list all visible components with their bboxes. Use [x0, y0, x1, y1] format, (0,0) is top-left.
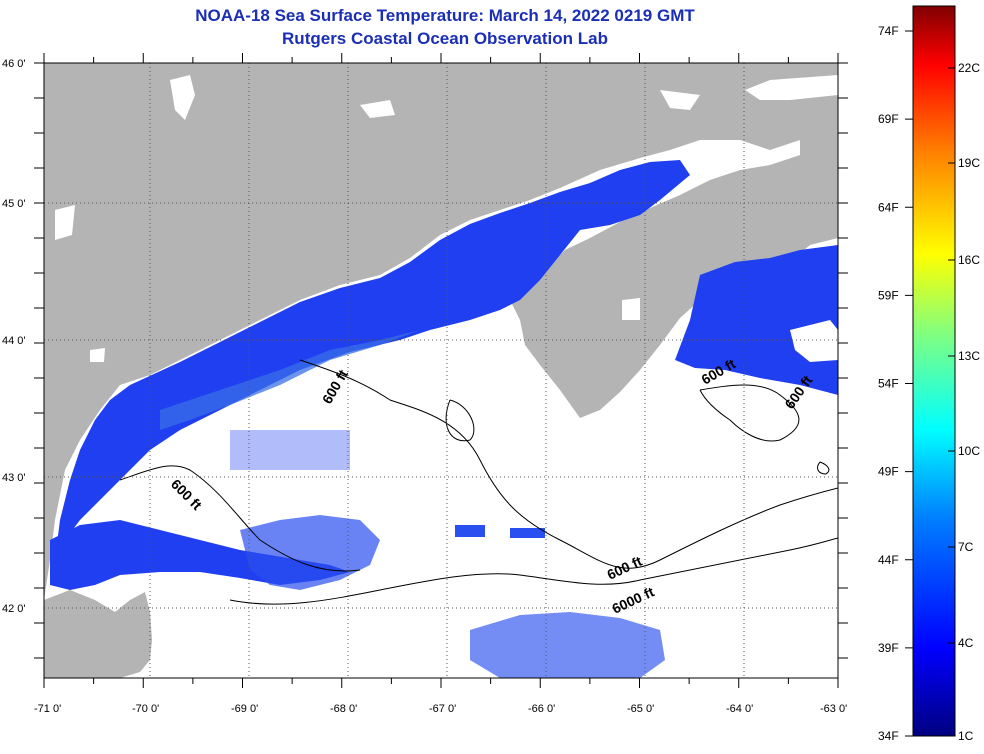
depth-contours	[119, 359, 838, 605]
lon-label: -70 0'	[132, 703, 159, 715]
colorbar-c-label: 10C	[958, 444, 980, 458]
colorbar-c-label: 1C	[958, 729, 974, 743]
water-patch	[510, 528, 545, 538]
map-subtitle: Rutgers Coastal Ocean Observation Lab	[282, 29, 608, 48]
water-patch	[455, 525, 485, 537]
colorbar-f-label: 69F	[878, 112, 899, 126]
cloud-over-land	[745, 75, 838, 100]
lon-label: -65 0'	[627, 703, 654, 715]
water-mid-shelf	[160, 330, 420, 430]
lat-label: 45 0'	[2, 198, 26, 210]
colorbar-c-label: 19C	[958, 156, 980, 170]
cloud-patch-ns	[790, 320, 838, 362]
lon-label: -69 0'	[231, 703, 258, 715]
water-patch	[230, 430, 350, 470]
colorbar-f-label: 49F	[878, 465, 899, 479]
colorbar-f-label: 59F	[878, 288, 899, 302]
lon-label: -63 0'	[820, 703, 847, 715]
colorbar-f-label: 54F	[878, 377, 899, 391]
colorbar-f-label: 39F	[878, 641, 899, 655]
lon-label: -71 0'	[34, 703, 61, 715]
colorbar-c-label: 4C	[958, 636, 974, 650]
lon-label: -67 0'	[429, 703, 456, 715]
colorbar-c-label: 13C	[958, 349, 980, 363]
colorbar-f-label: 44F	[878, 553, 899, 567]
lat-label: 42 0'	[2, 603, 26, 615]
lat-label: 46 0'	[2, 58, 26, 70]
cloud-over-land	[170, 75, 195, 120]
colorbar-f-label: 64F	[878, 200, 899, 214]
lon-label: -68 0'	[330, 703, 357, 715]
land-nova-scotia	[520, 125, 838, 414]
colorbar-c-label: 22C	[958, 61, 980, 75]
map-ticks	[34, 53, 848, 688]
colorbar-c-label: 7C	[958, 540, 974, 554]
map-title: NOAA-18 Sea Surface Temperature: March 1…	[195, 6, 695, 25]
water-gulf-of-maine-coastal	[55, 160, 690, 560]
sst-map: 46 0' 45 0' 44 0' 43 0' 42 0' -71 0' -70…	[2, 53, 848, 715]
cloud-over-land	[660, 90, 700, 110]
cloud-over-land	[90, 348, 105, 362]
lon-label: -64 0'	[726, 703, 753, 715]
lat-label: 43 0'	[2, 472, 26, 484]
water-scotian-shelf	[675, 245, 838, 395]
colorbar-f-label: 34F	[878, 729, 899, 743]
water-southern-scatter	[470, 612, 665, 678]
land-cape-cod	[44, 590, 152, 678]
lat-label: 44 0'	[2, 335, 26, 347]
graticule	[44, 63, 838, 678]
cloud-over-land	[622, 298, 640, 320]
cloud-over-land	[55, 205, 75, 240]
colorbar-scale	[912, 5, 956, 737]
lon-label: -66 0'	[528, 703, 555, 715]
cloud-over-land	[360, 100, 395, 118]
colorbar-c-label: 16C	[958, 253, 980, 267]
